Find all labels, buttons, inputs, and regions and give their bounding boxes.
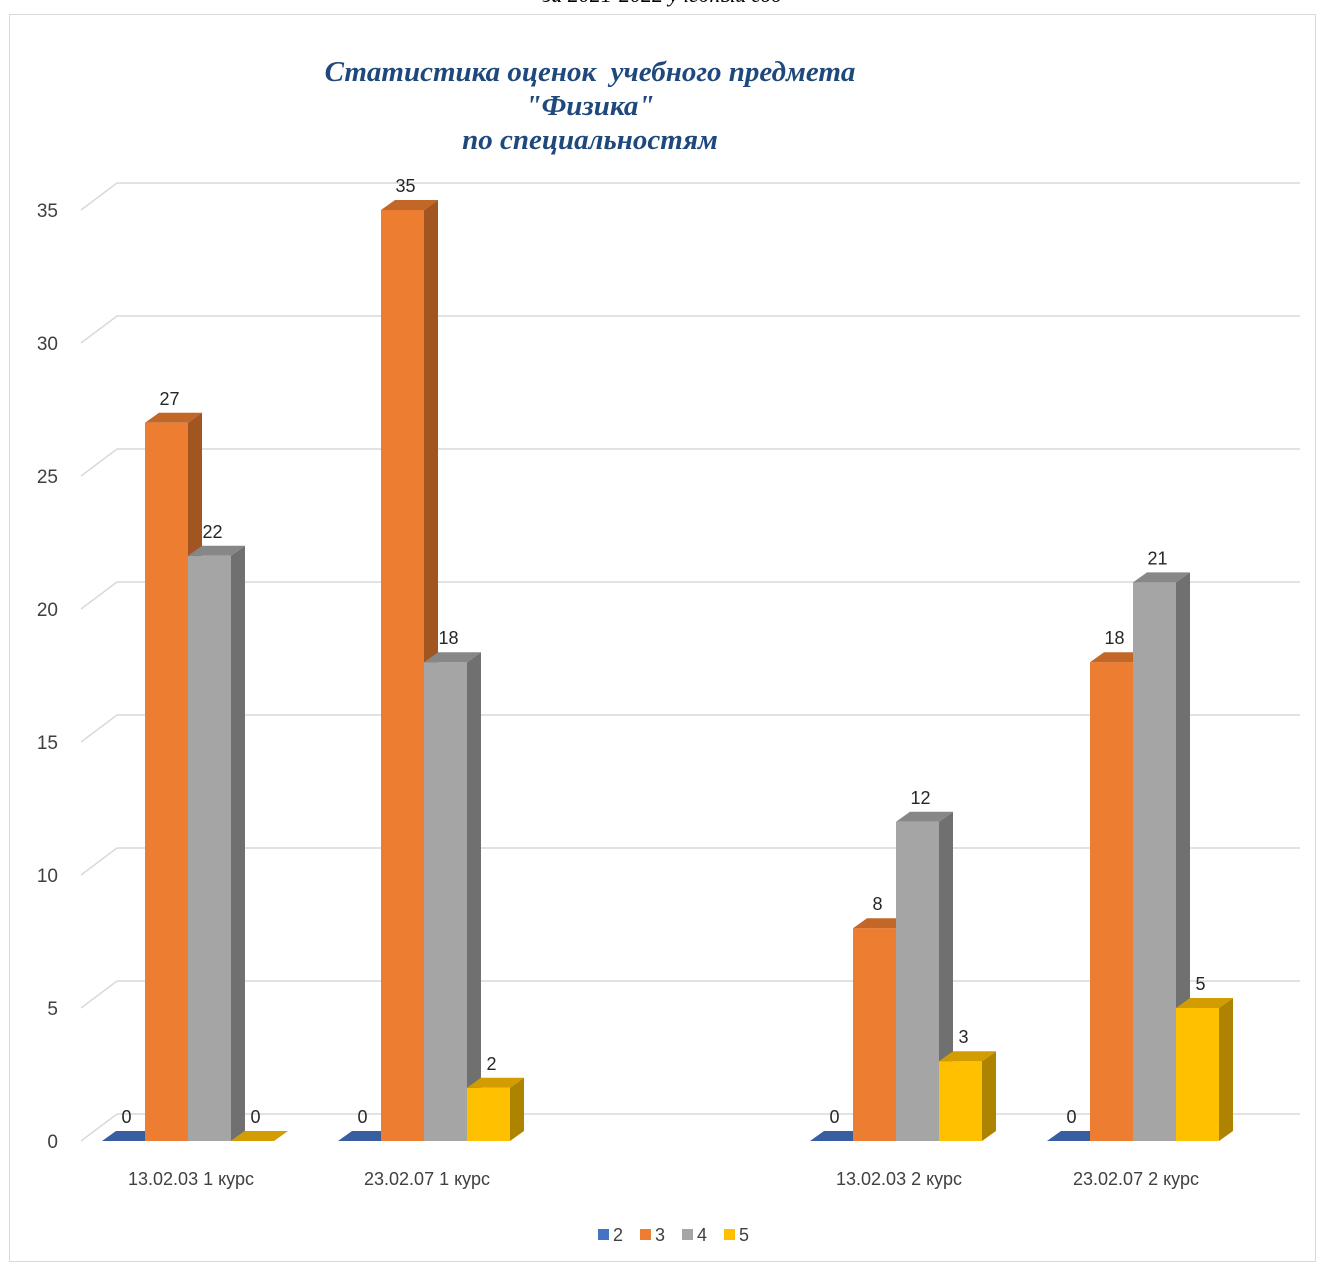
- bar-top-3: [853, 918, 910, 929]
- y-tick-label: 20: [37, 600, 58, 621]
- y-tick-label: 30: [37, 334, 58, 355]
- bar-top-3: [145, 412, 202, 423]
- page-header: за 2021-2022 учебный год: [0, 0, 1325, 14]
- data-label: 35: [395, 176, 415, 196]
- x-category-label: 13.02.03 2 курс: [836, 1169, 962, 1189]
- data-label: 18: [1104, 628, 1124, 648]
- bar-front-4: [896, 821, 939, 1141]
- page-header-text: за 2021-2022 учебный год: [0, 0, 1325, 8]
- data-label: 3: [958, 1027, 968, 1047]
- data-label: 2: [486, 1054, 496, 1074]
- data-label: 18: [438, 628, 458, 648]
- data-label: 8: [872, 894, 882, 914]
- x-category-label: 23.02.07 2 курс: [1073, 1169, 1199, 1189]
- bar-front-3: [853, 928, 896, 1141]
- bar-top-2: [810, 1131, 867, 1141]
- legend-label: 2: [613, 1225, 623, 1245]
- bar-front-4: [1133, 582, 1176, 1141]
- legend-swatch-3: [640, 1229, 651, 1240]
- bar-top-3: [381, 200, 438, 210]
- y-tick-label: 25: [37, 467, 58, 488]
- bar-side-5: [1219, 998, 1233, 1141]
- bar-side-5: [510, 1077, 524, 1141]
- bar-side-4: [1176, 572, 1190, 1141]
- gridline-depth: [80, 847, 118, 876]
- bar-front-3: [145, 422, 188, 1141]
- data-label: 5: [1195, 974, 1205, 994]
- bar-top-5: [231, 1131, 288, 1141]
- legend-swatch-2: [598, 1229, 609, 1240]
- legend-swatch-4: [682, 1229, 693, 1240]
- bar-front-5: [1176, 1008, 1219, 1141]
- legend-label: 5: [739, 1225, 749, 1245]
- gridline-depth: [80, 714, 118, 743]
- bar-front-3: [381, 210, 424, 1141]
- y-tick-label: 35: [37, 201, 58, 222]
- data-label: 0: [1066, 1107, 1076, 1127]
- data-label: 12: [910, 788, 930, 808]
- bar-side-4: [467, 652, 481, 1141]
- data-label: 0: [250, 1107, 260, 1127]
- chart-title-line-1: Статистика оценок учебного предмета: [324, 56, 856, 88]
- data-label: 22: [202, 522, 222, 542]
- gridline-depth: [80, 581, 118, 610]
- x-category-label: 13.02.03 1 курс: [128, 1169, 254, 1189]
- gridline-depth: [80, 980, 118, 1009]
- bar-top-4: [188, 545, 245, 556]
- bar-front-4: [188, 555, 231, 1141]
- chart-title-line-2: "Физика": [525, 90, 655, 122]
- bar-top-4: [424, 652, 481, 663]
- bar-top-2: [102, 1131, 159, 1141]
- y-tick-label: 0: [47, 1132, 58, 1153]
- legend-label: 4: [697, 1225, 707, 1245]
- data-label: 27: [159, 389, 179, 409]
- bar-top-2: [1047, 1131, 1104, 1141]
- legend-swatch-5: [724, 1229, 735, 1240]
- chart-title-line-3: по специальностям: [462, 124, 718, 156]
- bar-top-4: [1133, 572, 1190, 583]
- bar-front-5: [467, 1087, 510, 1141]
- bar-front-3: [1090, 662, 1133, 1141]
- bar-top-2: [338, 1131, 395, 1141]
- bar-side-5: [982, 1051, 996, 1141]
- bar-top-4: [896, 811, 953, 822]
- y-tick-label: 5: [47, 999, 58, 1020]
- y-tick-label: 10: [37, 866, 58, 887]
- gridline-depth: [80, 448, 118, 477]
- data-label: 0: [357, 1107, 367, 1127]
- legend-label: 3: [655, 1225, 665, 1245]
- bar-front-5: [939, 1061, 982, 1141]
- bar-side-4: [231, 545, 245, 1141]
- data-label: 0: [121, 1107, 131, 1127]
- y-tick-label: 15: [37, 733, 58, 754]
- bar-top-3: [1090, 652, 1147, 663]
- gridline-depth: [80, 182, 118, 211]
- bar-top-5: [1176, 998, 1233, 1008]
- bar-top-5: [939, 1051, 996, 1062]
- data-label: 21: [1147, 548, 1167, 568]
- chart-title: Статистика оценок учебного предмета "Физ…: [200, 55, 980, 157]
- bar-front-4: [424, 662, 467, 1141]
- data-label: 0: [829, 1107, 839, 1127]
- gridline-depth: [80, 315, 118, 344]
- x-category-label: 23.02.07 1 курс: [364, 1169, 490, 1189]
- gridline-depth: [80, 1113, 118, 1142]
- bar-top-5: [467, 1077, 524, 1088]
